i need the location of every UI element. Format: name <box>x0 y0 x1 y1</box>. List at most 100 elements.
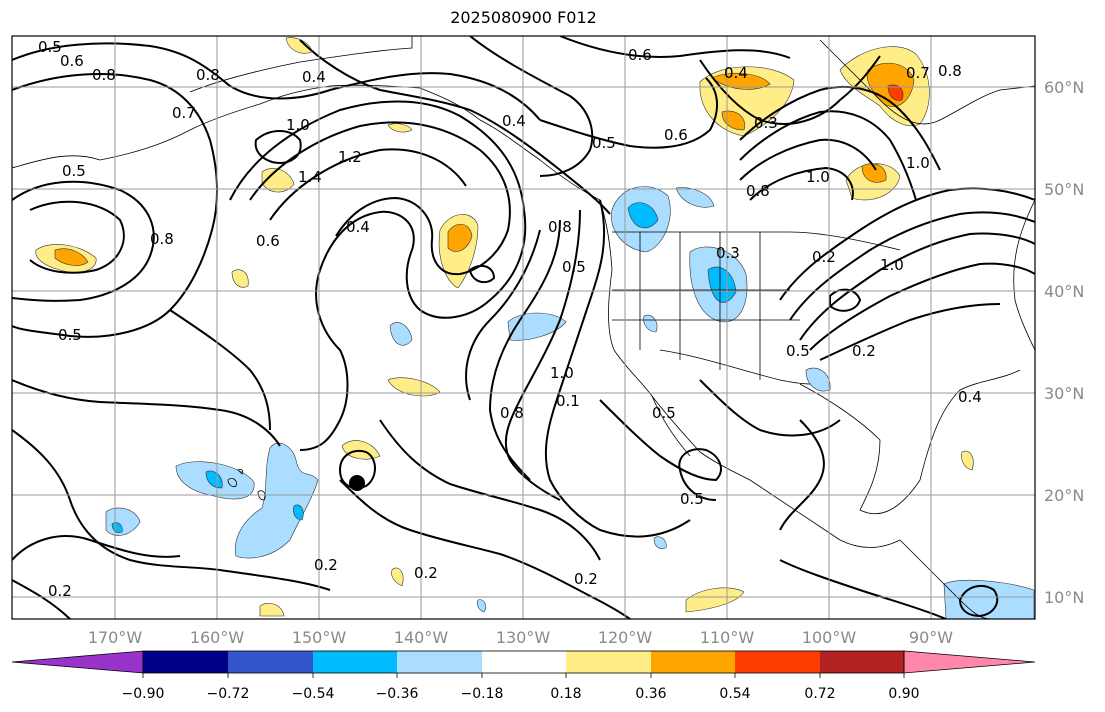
coast-baja <box>651 395 691 457</box>
patch-positive <box>447 223 473 252</box>
lon-label: 140°W <box>394 628 449 647</box>
colorbar-tick-label: 0.54 <box>719 686 750 702</box>
contour-line <box>779 419 825 531</box>
contour-line <box>739 110 917 201</box>
colorbar-tick-label: −0.36 <box>376 686 419 702</box>
contour-label: 0.3 <box>754 114 778 132</box>
contour-line <box>779 187 1035 301</box>
contour-line <box>339 479 631 619</box>
contour-label: 0.6 <box>628 46 652 64</box>
lat-label: 40°N <box>1044 282 1084 301</box>
colorbar-segment <box>820 651 904 673</box>
lat-label: 20°N <box>1044 486 1084 505</box>
contour-label: 0.5 <box>680 490 704 508</box>
contour-label: 1.0 <box>550 364 574 382</box>
colorbar-tick-label: −0.90 <box>122 686 165 702</box>
colorbar-high-extend <box>903 650 1036 674</box>
contour-line <box>819 303 1001 361</box>
storm-center-marker <box>349 475 365 491</box>
contour-line <box>269 148 467 221</box>
contour-label: 0.5 <box>786 342 810 360</box>
island <box>227 478 237 487</box>
contour-label: 0.2 <box>852 342 876 360</box>
colorbar-tick-label: 0.36 <box>635 686 666 702</box>
contour-line <box>229 100 527 451</box>
contour-label: 0.1 <box>556 392 580 410</box>
lon-label: 130°W <box>496 628 551 647</box>
contour-label: 1.0 <box>906 154 930 172</box>
colorbar-segment <box>482 651 566 673</box>
contour-label: 0.2 <box>414 564 438 582</box>
contour-label: 0.2 <box>812 248 836 266</box>
contour-label: 0.5 <box>562 258 586 276</box>
patch-positive <box>231 269 249 288</box>
contour-line <box>12 42 541 121</box>
contour-line <box>379 419 601 561</box>
contour-label: 0.8 <box>938 62 962 80</box>
contour-label: 0.7 <box>906 64 930 82</box>
contour-label: 1.2 <box>338 148 362 166</box>
contour-label: 1.0 <box>286 116 310 134</box>
contour-label: 0.5 <box>62 162 86 180</box>
lon-label: 120°W <box>598 628 653 647</box>
patch-positive <box>391 567 404 587</box>
contour-line <box>799 232 1035 341</box>
contour-line <box>739 86 941 171</box>
contour-label: 0.6 <box>256 232 280 250</box>
contour-line <box>699 379 841 437</box>
patch-positive <box>261 168 295 193</box>
colorbar-segment <box>566 651 651 673</box>
contour-line <box>779 559 947 619</box>
colorbar-segment <box>143 651 228 673</box>
patch-negative <box>389 322 413 346</box>
contour-label: 0.3 <box>716 244 740 262</box>
contour-label: 0.2 <box>48 582 72 600</box>
lon-label: 110°W <box>700 628 755 647</box>
lat-label: 10°N <box>1044 588 1084 607</box>
colorbar-segment <box>397 651 482 673</box>
colorbar-tick-label: −0.72 <box>207 686 250 702</box>
contour-line <box>254 130 302 164</box>
contour-label: 0.8 <box>548 218 572 236</box>
contour-label: 0.7 <box>172 104 196 122</box>
contour-label: 0.8 <box>196 66 220 84</box>
colorbar: −0.90 −0.72 −0.54 −0.36 −0.18 0.18 0.36 … <box>11 650 1036 702</box>
contour-line <box>559 36 791 59</box>
contour-line <box>12 535 181 561</box>
contour-line <box>12 73 219 338</box>
map-frame <box>11 35 1036 620</box>
colorbar-frame <box>142 650 905 674</box>
patch-positive <box>961 450 974 471</box>
coast-alaska-north <box>189 36 413 93</box>
contour-line <box>749 166 854 201</box>
contour-label: 0.4 <box>346 218 370 236</box>
colorbar-segment <box>313 651 397 673</box>
contour-label: 1.0 <box>806 168 830 186</box>
colorbar-tick-label: 0.90 <box>888 686 919 702</box>
gridlines <box>12 36 1035 619</box>
lon-label: 160°W <box>190 628 245 647</box>
patch-negative <box>627 202 659 229</box>
lon-label: 100°W <box>802 628 857 647</box>
contour-line <box>465 229 541 401</box>
contour-line <box>739 138 877 181</box>
contour-label: 0.4 <box>724 64 748 82</box>
patch-positive <box>721 110 745 131</box>
contour-label: 0.4 <box>958 388 982 406</box>
contour-label: 0.4 <box>302 68 326 86</box>
coast-alaska <box>12 84 601 201</box>
contour-line <box>12 429 331 591</box>
contour-label: 0.6 <box>60 52 84 70</box>
contour-line <box>169 309 271 431</box>
border-us-mexico <box>659 349 811 385</box>
colorbar-tick-label: −0.54 <box>292 686 335 702</box>
patch-positive <box>887 84 904 101</box>
colorbar-segment <box>651 651 735 673</box>
patch-negative <box>205 470 223 489</box>
coast-mexico <box>749 479 901 548</box>
patch-positive <box>259 603 285 617</box>
coast-east <box>1013 199 1035 351</box>
coastlines <box>12 36 1035 619</box>
lon-label: 150°W <box>292 628 347 647</box>
